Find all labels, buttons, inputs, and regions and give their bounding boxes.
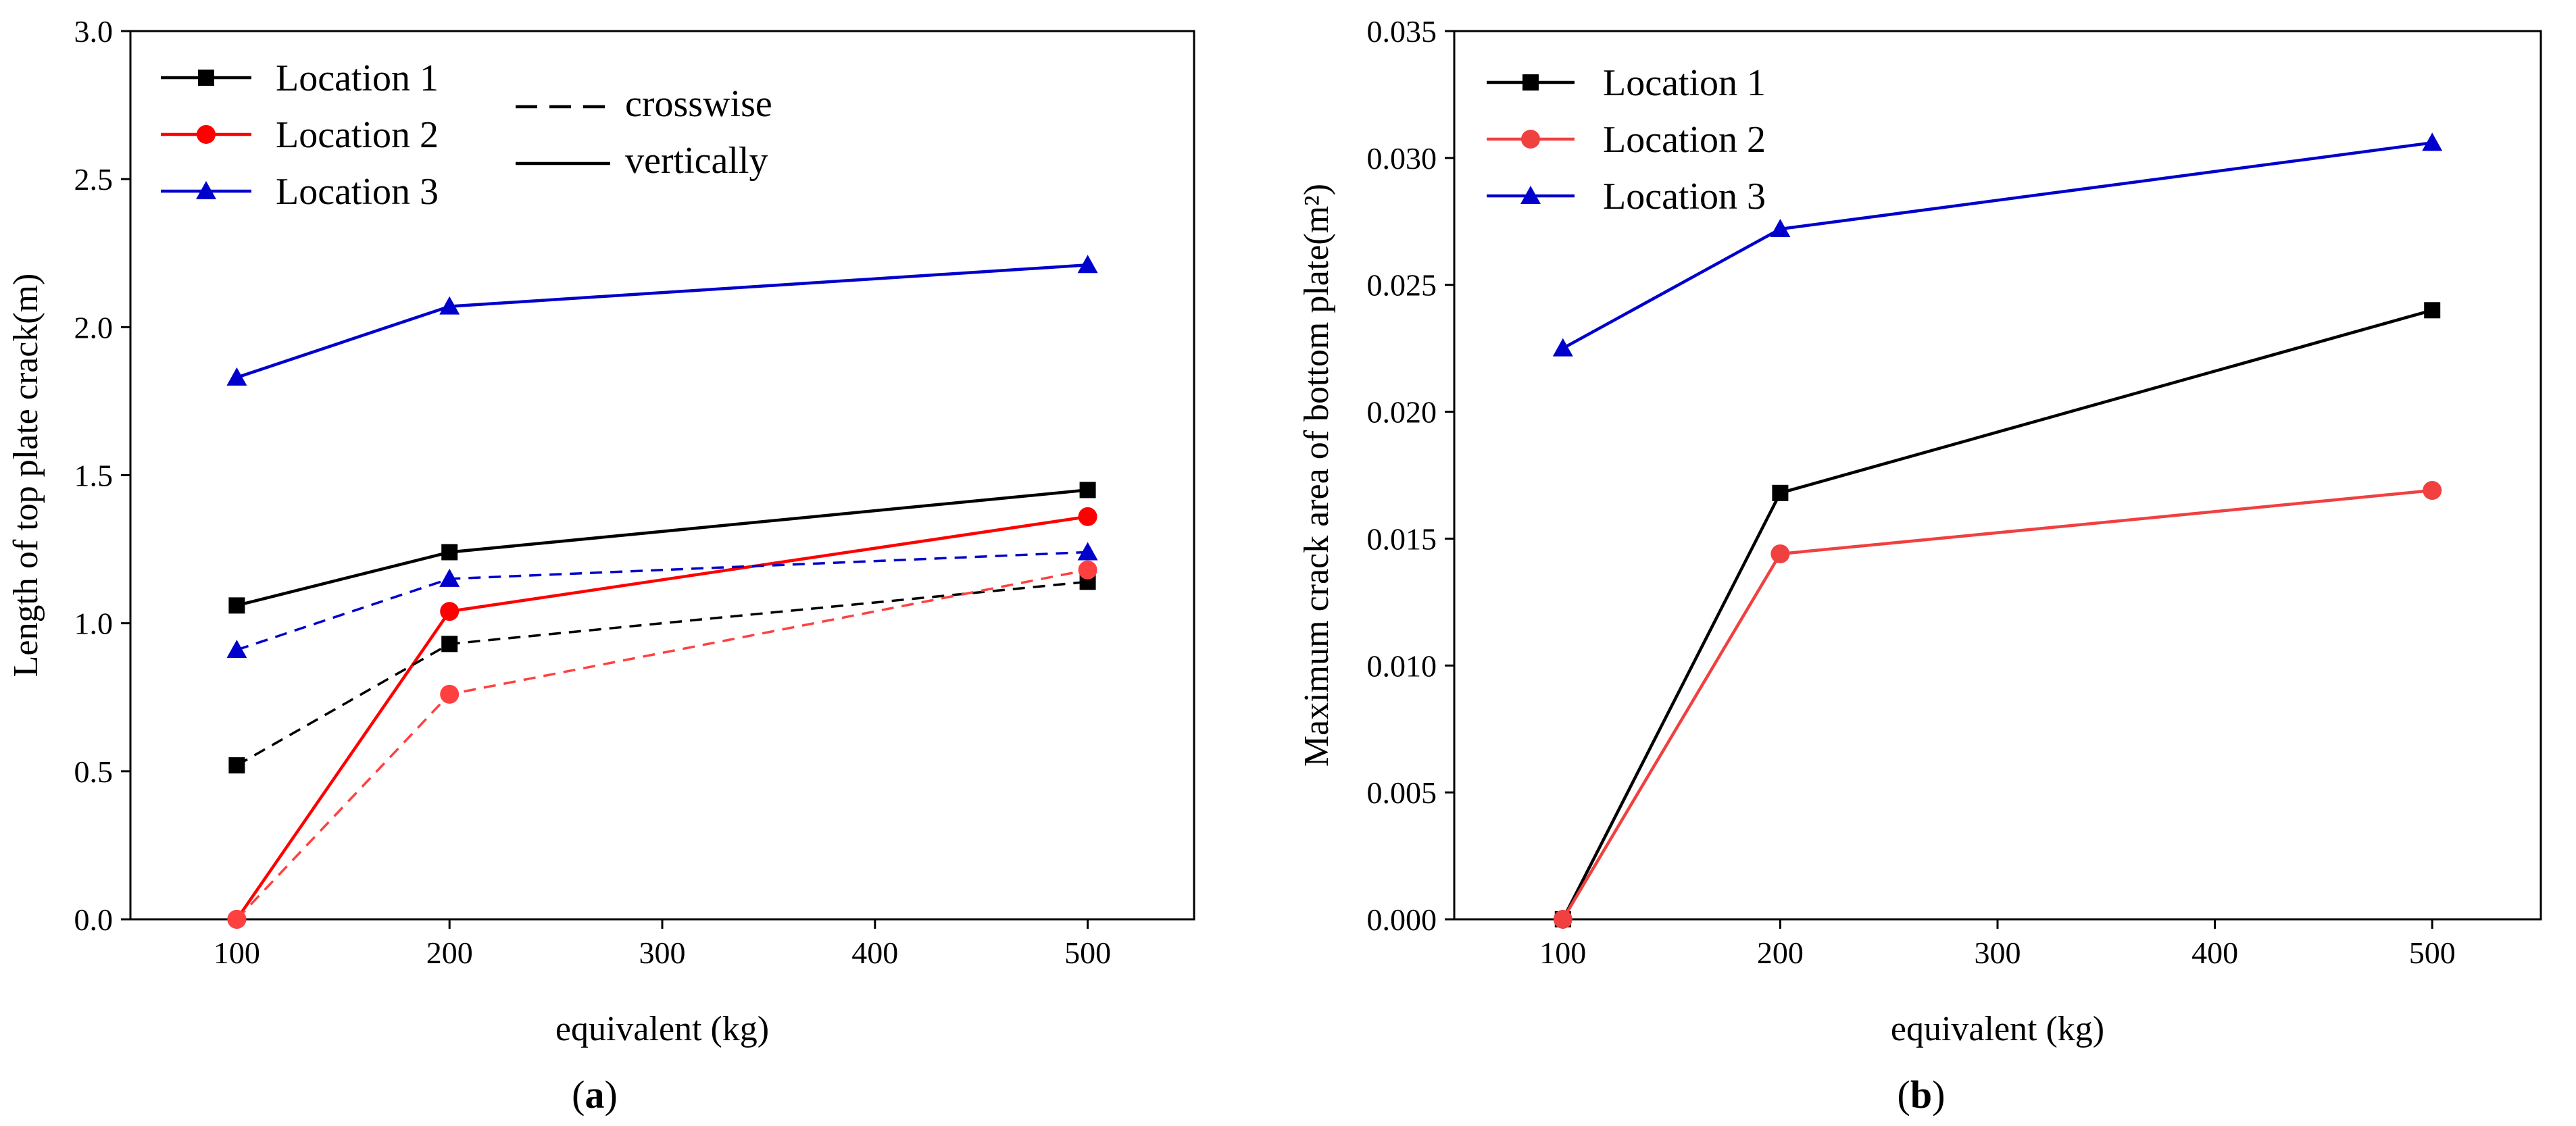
data-point bbox=[2424, 302, 2441, 319]
legend-label: Location 1 bbox=[1603, 62, 1766, 104]
legend-label: Location 2 bbox=[1603, 119, 1766, 161]
y-tick-label: 1.0 bbox=[74, 607, 114, 641]
x-tick-label: 200 bbox=[426, 936, 473, 970]
data-point bbox=[440, 684, 460, 704]
series-line-location-3 bbox=[1562, 141, 2433, 350]
data-point bbox=[439, 296, 460, 315]
chart-panel-b: 100 200 300 400 500 0.000 0.005 0.010 0.015 0.020… bbox=[1297, 14, 2542, 1117]
y-axis-title: Length of top plate crack(m) bbox=[7, 274, 45, 677]
data-point bbox=[1077, 542, 1098, 561]
legend-marker bbox=[198, 70, 214, 86]
data-point bbox=[1770, 544, 1790, 563]
series-line-crosswise-location-3 bbox=[236, 551, 1088, 651]
y-tick-label: 2.5 bbox=[74, 162, 114, 197]
y-tick-label: 0.005 bbox=[1367, 775, 1437, 810]
y-tick-label: 3.0 bbox=[74, 14, 114, 49]
y-axis-title: Maximum crack area of bottom plate(m²) bbox=[1297, 184, 1336, 767]
style-legend: crosswise vertically bbox=[516, 83, 772, 182]
data-point bbox=[1552, 338, 1573, 357]
y-tick-label: 0.0 bbox=[74, 902, 114, 937]
chart-panel-a: 100 200 300 400 500 0.0 0.5 1.0 1.5 2.0 2.5 3.0 equi… bbox=[7, 14, 1195, 1117]
legend-marker bbox=[1520, 186, 1541, 204]
series-line-vertically-location-1 bbox=[236, 488, 1088, 607]
x-tick-label: 400 bbox=[2191, 936, 2238, 970]
series-line-vertically-location-2 bbox=[235, 515, 1088, 921]
data-point bbox=[2423, 481, 2442, 501]
data-point bbox=[1772, 484, 1789, 501]
x-tick-label: 500 bbox=[1064, 936, 1111, 970]
data-point bbox=[1770, 219, 1791, 238]
data-point bbox=[228, 597, 245, 614]
y-tick-label: 0.030 bbox=[1367, 141, 1437, 176]
data-point bbox=[226, 367, 247, 386]
x-tick-label: 300 bbox=[639, 936, 686, 970]
series-line-vertically-location-3 bbox=[236, 263, 1088, 379]
x-tick-label: 500 bbox=[2409, 936, 2456, 970]
legend-label: Location 2 bbox=[276, 114, 439, 156]
data-point bbox=[441, 544, 458, 561]
series-line-location-1 bbox=[1561, 309, 2433, 921]
y-tick-label: 0.020 bbox=[1367, 395, 1437, 430]
data-point bbox=[439, 568, 460, 587]
y-tick-label: 0.5 bbox=[74, 754, 114, 789]
y-tick-label: 0.000 bbox=[1367, 902, 1437, 937]
data-point bbox=[228, 757, 245, 774]
data-point bbox=[227, 910, 247, 929]
series-line-crosswise-location-2 bbox=[236, 569, 1088, 921]
legend-marker bbox=[197, 125, 216, 144]
legend: Location 1 Location 2 Location 3 bbox=[1487, 62, 1766, 217]
legend-marker bbox=[196, 181, 216, 199]
x-tick-label: 400 bbox=[851, 936, 898, 970]
data-point bbox=[1078, 507, 1097, 526]
data-point bbox=[440, 602, 460, 621]
style-legend-label: vertically bbox=[625, 140, 768, 182]
legend-label: Location 1 bbox=[276, 57, 439, 99]
y-tick-label: 0.025 bbox=[1367, 268, 1437, 303]
y-tick-label: 0.035 bbox=[1367, 14, 1437, 49]
legend-marker bbox=[1521, 130, 1540, 149]
x-tick-label: 100 bbox=[214, 936, 260, 970]
x-tick-label: 100 bbox=[1539, 936, 1586, 970]
style-legend-label: crosswise bbox=[625, 83, 772, 125]
legend-marker bbox=[1522, 74, 1539, 91]
legend-label: Location 3 bbox=[276, 171, 439, 213]
x-axis-title: equivalent (kg) bbox=[555, 1010, 769, 1048]
data-point bbox=[441, 636, 458, 652]
data-point bbox=[226, 640, 247, 659]
x-axis-title: equivalent (kg) bbox=[1891, 1010, 2104, 1048]
y-tick-label: 0.010 bbox=[1367, 648, 1437, 683]
y-tick-label: 1.5 bbox=[74, 459, 114, 493]
data-point bbox=[1553, 910, 1572, 929]
series-line-location-2 bbox=[1561, 488, 2433, 921]
x-tick-label: 200 bbox=[1757, 936, 1804, 970]
x-tick-label: 300 bbox=[1975, 936, 2021, 970]
y-tick-label: 2.0 bbox=[74, 310, 114, 344]
data-point bbox=[2422, 132, 2443, 151]
plot-frame bbox=[1453, 30, 2542, 921]
legend-label: Location 3 bbox=[1603, 176, 1766, 217]
series-line-crosswise-location-1 bbox=[236, 580, 1088, 767]
panel-label: (a) bbox=[572, 1073, 618, 1117]
data-point bbox=[1079, 482, 1096, 498]
data-point bbox=[1078, 560, 1097, 580]
data-point bbox=[1077, 255, 1098, 274]
y-tick-label: 0.015 bbox=[1367, 521, 1437, 556]
legend: Location 1 Location 2 Location 3 bbox=[161, 57, 439, 213]
panel-label: (b) bbox=[1898, 1073, 1946, 1117]
